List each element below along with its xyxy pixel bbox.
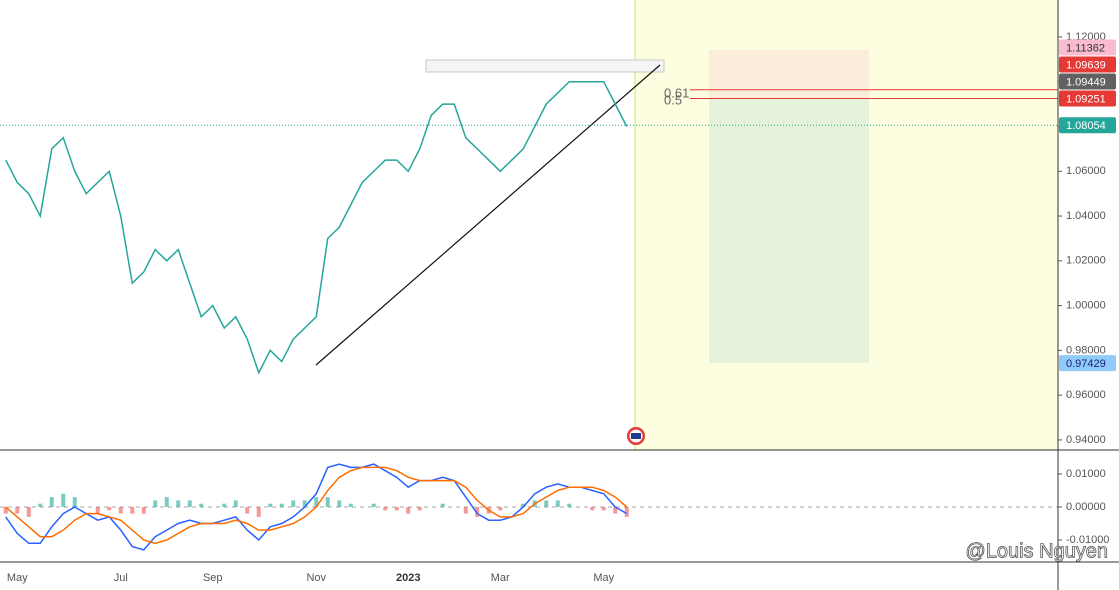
x-tick-label: May bbox=[7, 572, 28, 584]
x-tick-label: Sep bbox=[203, 572, 223, 584]
histogram-bar bbox=[521, 503, 526, 507]
price-label: 1.09449 bbox=[1066, 76, 1106, 88]
histogram-bar bbox=[118, 507, 123, 514]
price-label: 1.11362 bbox=[1066, 42, 1105, 54]
axes: 0.94000 0.96000 0.98000 1.00000 1.02000 1.040… bbox=[7, 31, 1116, 584]
y-tick-label: 0.94000 bbox=[1066, 434, 1106, 446]
price-label: 0.97429 bbox=[1066, 358, 1106, 370]
histogram-bar bbox=[141, 507, 146, 514]
y-tick-label: 0.01000 bbox=[1066, 468, 1106, 480]
price-label-box bbox=[1059, 39, 1116, 56]
price-label-box bbox=[1059, 117, 1116, 134]
fib-label: 0.5 bbox=[664, 92, 682, 107]
x-tick-label: 2023 bbox=[396, 572, 420, 584]
plot: 0.610.5 bbox=[0, 80, 1058, 551]
price-label-box bbox=[1059, 355, 1116, 372]
price-label-box bbox=[1059, 73, 1116, 90]
resistance-box bbox=[425, 59, 665, 73]
macd-line bbox=[5, 466, 628, 545]
histogram-bar bbox=[475, 507, 480, 517]
y-tick-label: 0.96000 bbox=[1066, 389, 1106, 401]
y-tick-label: -0.01000 bbox=[1066, 534, 1109, 546]
histogram-bar bbox=[590, 507, 595, 511]
histogram-bar bbox=[417, 507, 422, 511]
price-label: 1.09639 bbox=[1066, 59, 1106, 71]
price-label: 1.08054 bbox=[1066, 120, 1106, 132]
histogram-bar bbox=[26, 507, 31, 517]
histogram-bar bbox=[199, 503, 204, 507]
y-tick-label: 1.00000 bbox=[1066, 300, 1106, 312]
flag-icon bbox=[627, 427, 645, 445]
histogram-bar bbox=[107, 507, 112, 511]
flag-field bbox=[631, 433, 641, 439]
histogram-bar bbox=[302, 500, 307, 507]
histogram-bar bbox=[153, 500, 158, 507]
histogram-bar bbox=[164, 497, 169, 507]
histogram-bar bbox=[613, 507, 618, 514]
y-tick-label: 1.02000 bbox=[1066, 255, 1106, 267]
histogram-bar bbox=[394, 507, 399, 511]
histogram-bar bbox=[463, 507, 468, 514]
price-label: 1.09251 bbox=[1066, 93, 1106, 105]
histogram-bar bbox=[337, 500, 342, 507]
risk-zone bbox=[709, 50, 869, 98]
x-tick-label: May bbox=[593, 572, 614, 584]
y-tick-label: 0.98000 bbox=[1066, 344, 1106, 356]
histogram-bar bbox=[130, 507, 135, 514]
price-label-box bbox=[1059, 90, 1116, 107]
trend-line bbox=[315, 64, 661, 366]
histogram-bar bbox=[256, 507, 261, 517]
histogram-bar bbox=[95, 507, 100, 514]
x-tick-label: Mar bbox=[491, 572, 510, 584]
histogram-bar bbox=[279, 503, 284, 507]
histogram-bar bbox=[383, 507, 388, 511]
histogram-bar bbox=[544, 500, 549, 507]
histogram-bar bbox=[72, 497, 77, 507]
histogram-bar bbox=[268, 503, 273, 507]
histogram-bar bbox=[348, 503, 353, 507]
histogram-bar bbox=[38, 503, 43, 507]
histogram-bar bbox=[314, 497, 319, 507]
reward-zone bbox=[709, 98, 869, 363]
histogram-bar bbox=[291, 500, 296, 507]
x-tick-label: Jul bbox=[114, 572, 128, 584]
histogram-bar bbox=[601, 507, 606, 511]
histogram-bar bbox=[567, 503, 572, 507]
x-tick-label: Nov bbox=[306, 572, 326, 584]
histogram-bar bbox=[49, 497, 54, 507]
histogram-bar bbox=[498, 507, 503, 511]
histogram-bar bbox=[371, 503, 376, 507]
y-tick-label: 1.04000 bbox=[1066, 210, 1106, 222]
histogram-bar bbox=[233, 500, 238, 507]
fib-label: 0.61 bbox=[664, 85, 689, 100]
watermark: @Louis Nguyen bbox=[965, 540, 1108, 562]
histogram-bar bbox=[222, 503, 227, 507]
y-tick-label: 0.00000 bbox=[1066, 501, 1106, 513]
histogram-bar bbox=[176, 500, 181, 507]
histogram-bar bbox=[624, 507, 629, 517]
histogram-bar bbox=[61, 493, 66, 507]
histogram-bar bbox=[555, 500, 560, 507]
price-label-box bbox=[1059, 56, 1116, 73]
histogram-bar bbox=[245, 507, 250, 514]
histogram-bar bbox=[440, 503, 445, 507]
histogram-bar bbox=[325, 497, 330, 507]
histogram-bar bbox=[15, 507, 20, 514]
histogram-bar bbox=[406, 507, 411, 514]
histogram-bar bbox=[3, 507, 8, 514]
y-tick-label: 1.06000 bbox=[1066, 165, 1106, 177]
histogram-bar bbox=[187, 500, 192, 507]
price-line bbox=[5, 80, 628, 375]
